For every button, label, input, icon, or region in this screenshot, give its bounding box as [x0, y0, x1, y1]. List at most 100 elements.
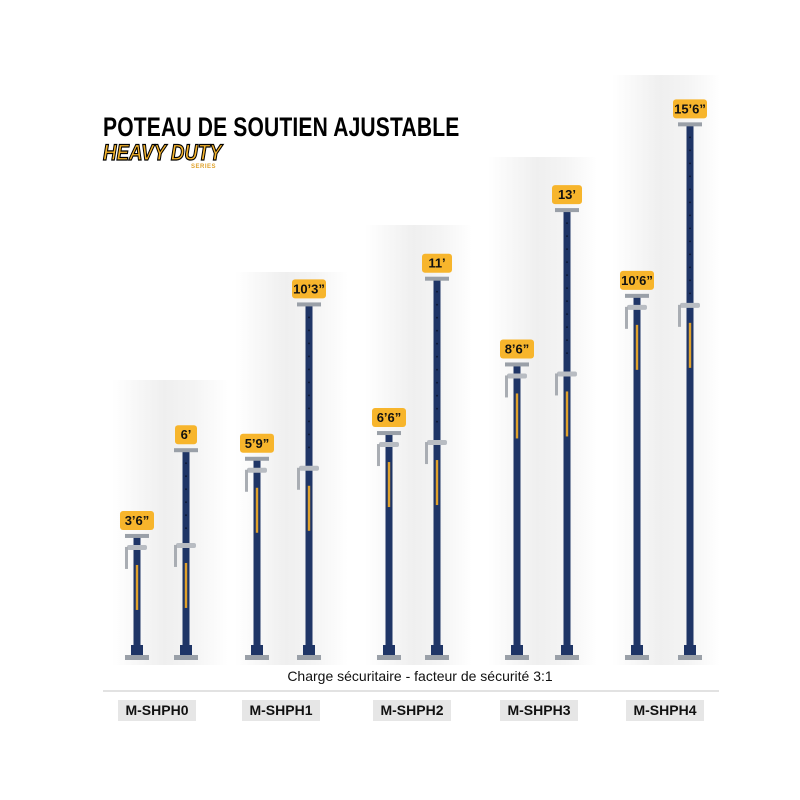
pole-2-extended-hole — [436, 303, 438, 306]
pole-2-extended-hole — [436, 407, 438, 410]
panel-m-shph4 — [612, 75, 720, 665]
pole-3-extended-hole — [566, 274, 568, 276]
pole-0-extended-base-plate — [174, 655, 198, 660]
pole-0-extended-hole — [185, 462, 187, 465]
pole-4-extended-base-plate — [678, 655, 702, 660]
panel-m-shph3 — [488, 157, 597, 665]
pole-3-extended-hole — [566, 300, 568, 302]
pole-1-extended-tube — [305, 305, 313, 657]
pole-2-extended-pin — [425, 442, 428, 465]
pole-3-extended-base-plate — [555, 655, 579, 660]
pole-3-extended-hole — [566, 248, 568, 251]
pole-1-closed-tube — [253, 459, 261, 657]
pole-2-closed-height-label: 6’6” — [377, 410, 402, 425]
pole-1-extended-hole — [308, 394, 310, 397]
pole-4-closed-decal — [635, 324, 639, 370]
pole-2-extended-hole — [436, 394, 438, 397]
pole-2-extended-hole — [436, 290, 438, 293]
model-badge-2: M-SHPH2 — [373, 700, 451, 721]
pole-1-closed-height-label: 5’9” — [245, 436, 270, 451]
pole-3-extended-hole — [566, 313, 568, 315]
model-badge-3: M-SHPH3 — [500, 700, 578, 721]
pole-2-extended-hole — [436, 316, 438, 319]
pole-2-extended-top-plate — [425, 276, 449, 281]
pole-4-extended-hole — [689, 201, 691, 204]
pole-1-extended-hole — [308, 446, 310, 449]
pole-4-extended-top-plate — [678, 122, 702, 127]
pole-4-extended-hole — [689, 175, 691, 178]
pole-2-closed-base-gusset — [383, 645, 395, 655]
pole-4-extended-hole — [689, 214, 691, 217]
pole-0-closed-height-label: 3’6” — [125, 513, 150, 528]
pole-0-closed-base-plate — [125, 655, 149, 660]
pole-0-extended-base-gusset — [180, 645, 192, 655]
pole-3-extended-hole — [566, 222, 568, 225]
pole-3-extended-hole — [566, 261, 568, 263]
model-badge-1: M-SHPH1 — [242, 700, 320, 721]
pole-0-closed-pin — [125, 546, 128, 569]
divider — [103, 690, 719, 692]
pole-4-extended-hole — [689, 292, 691, 295]
pole-3-extended-hole — [566, 326, 568, 328]
pole-3-closed-height-badge — [500, 339, 534, 359]
pole-3-extended-clamp — [557, 371, 577, 377]
pole-0-extended-height-label: 6’ — [181, 427, 192, 442]
pole-0-closed-base-gusset — [131, 645, 143, 655]
pole-2-extended-height-badge — [422, 253, 452, 273]
pole-2-closed-height-badge — [372, 408, 406, 428]
series-logo: HEAVY DUTY — [102, 139, 222, 165]
pole-0-extended-clamp — [176, 542, 196, 548]
pole-3-closed-tube — [513, 365, 521, 657]
pole-2-closed-top-plate — [377, 431, 401, 436]
pole-2-extended-base-plate — [425, 655, 449, 660]
pole-4-extended-hole — [689, 253, 691, 256]
pole-4-closed-tube — [633, 296, 641, 657]
pole-1-extended-clamp — [299, 465, 319, 471]
pole-1-extended-decal — [307, 485, 311, 531]
pole-1-extended-hole — [308, 420, 310, 423]
pole-4-extended-hole — [689, 266, 691, 269]
pole-4-extended-height-label: 15’6” — [674, 101, 706, 116]
pole-2-extended-hole — [436, 368, 438, 371]
pole-1-extended-height-label: 10’3” — [293, 281, 325, 296]
pole-4-extended-hole — [689, 162, 691, 165]
pole-4-extended-hole — [689, 240, 691, 243]
pole-3-extended-height-badge — [552, 185, 582, 205]
pole-3-closed-base-gusset — [511, 645, 523, 655]
pole-2-closed-base-plate — [377, 655, 401, 660]
pole-1-extended-hole — [308, 433, 310, 436]
pole-1-extended-base-gusset — [303, 645, 315, 655]
pole-0-extended-top-plate — [174, 448, 198, 453]
pole-0-extended-height-badge — [175, 425, 197, 445]
pole-3-closed-pin — [505, 375, 508, 398]
pole-1-extended-hole — [308, 368, 310, 371]
pole-1-closed-base-gusset — [251, 645, 263, 655]
pole-2-extended-hole — [436, 420, 438, 423]
pole-0-closed-height-badge — [120, 510, 154, 530]
pole-3-extended-top-plate — [555, 208, 579, 213]
pole-2-extended-base-gusset — [431, 645, 443, 655]
pole-2-extended-hole — [436, 342, 438, 345]
pole-0-extended-hole — [185, 488, 187, 491]
pole-0-closed-clamp — [127, 544, 147, 550]
pole-2-extended-height-label: 11’ — [428, 256, 445, 271]
pole-2-closed-clamp — [379, 442, 399, 448]
pole-2-extended-hole — [436, 355, 438, 358]
pole-2-closed-pin — [377, 444, 380, 467]
pole-2-extended-hole — [436, 329, 438, 332]
pole-0-extended-hole — [185, 514, 187, 517]
pole-3-closed-base-plate — [505, 655, 529, 660]
pole-1-closed-height-badge — [240, 433, 274, 453]
safety-caption: Charge sécuritaire - facteur de sécurité… — [287, 668, 553, 684]
pole-1-extended-pin — [297, 467, 300, 490]
pole-1-extended-hole — [308, 329, 310, 332]
pole-1-extended-hole — [308, 355, 310, 358]
pole-1-extended-hole — [308, 407, 310, 410]
pole-4-extended-hole — [689, 136, 691, 139]
pole-0-closed-decal — [135, 564, 139, 610]
pole-3-closed-height-label: 8’6” — [505, 341, 530, 356]
pole-4-extended-hole — [689, 188, 691, 191]
series-logo-subtitle: SERIES — [191, 164, 217, 170]
pole-1-extended-base-plate — [297, 655, 321, 660]
